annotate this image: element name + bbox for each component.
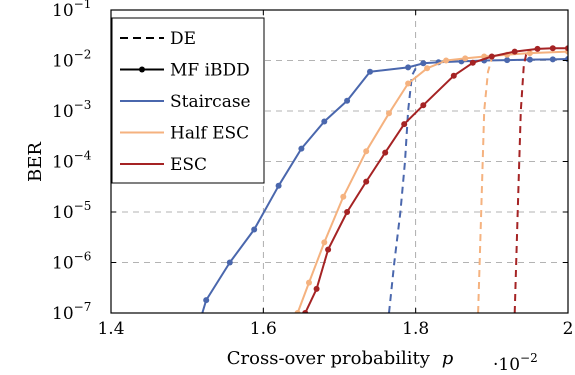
x-tick-label: 1.4 [97,319,124,339]
half_esc_mf-marker [424,65,431,72]
esc_mf-marker [450,72,457,79]
half_esc_mf-marker [462,55,469,62]
y-tick-exponent: −4 [74,149,92,163]
esc_mf-marker [382,149,389,156]
esc_mf-marker [469,59,476,66]
y-tick-base: 10 [52,203,74,223]
staircase_mf-marker [226,259,233,266]
esc_mf-marker [344,209,351,215]
y-tick-base: 10 [52,1,74,21]
x-axis-label-variable: p [442,348,454,369]
y-tick-label: 10−1 [52,0,91,21]
half_esc_mf-marker [294,310,301,313]
esc_mf-marker [363,178,370,185]
legend-label: Half ESC [170,124,249,144]
esc_de-line [513,49,531,313]
half_esc_mf-marker [386,110,392,117]
x-axis-label-text: Cross-over probability [227,348,431,369]
staircase_mf-marker [367,68,373,75]
legend-label: ESC [170,155,207,175]
half_esc_mf-marker [340,193,347,200]
half_esc_mf-marker [306,279,312,286]
esc_mf-marker [325,246,332,253]
axis-ticks: 1.4 1.6 1.8 210−110−210−310−410−510−610−7 [52,0,573,339]
staircase_mf-marker [526,56,533,63]
y-tick-base: 10 [52,153,74,173]
y-tick-exponent: −5 [74,199,92,213]
staircase_mf-marker [420,60,427,67]
staircase_mf-marker [275,182,282,189]
staircase_mf-marker [504,57,511,64]
y-tick-label: 10−2 [52,48,91,72]
half_esc_mf-marker [363,148,370,155]
staircase_mf-marker [203,297,210,304]
data-series [184,45,568,367]
y-tick-exponent: −7 [74,300,92,314]
esc_mf-marker [565,45,568,52]
half_esc_mf-marker [321,239,328,246]
y-tick-label: 10−5 [52,199,91,223]
y-tick-base: 10 [52,52,74,72]
staircase_mf-marker [298,145,305,152]
x-tick-label: 1.6 [250,319,277,339]
y-tick-exponent: −3 [74,98,92,112]
x-multiplier-base: ·10 [493,355,520,375]
staircase_mf-marker [549,56,556,63]
y-tick-base: 10 [52,102,74,122]
legend-label: MF iBDD [170,61,250,81]
staircase_mf-marker [405,64,412,71]
staircase_mf-marker [344,97,351,104]
x-tick-label: 2 [563,319,574,339]
esc_mf-marker [511,48,518,55]
staircase_de-line [388,67,417,313]
y-tick-exponent: −2 [74,48,92,62]
esc_mf-marker [401,121,408,128]
esc_mf-marker [313,285,320,292]
half_esc_mf-marker [526,50,533,57]
y-tick-label: 10−4 [52,149,92,173]
esc_mf-marker [302,310,309,313]
x-axis-label: Cross-over probability p [227,348,454,369]
y-tick-label: 10−3 [52,98,91,122]
y-tick-base: 10 [52,304,74,324]
y-tick-exponent: −1 [74,0,92,11]
y-tick-exponent: −6 [74,250,92,264]
staircase_mf-line [201,58,568,313]
staircase_mf-marker [184,361,190,367]
legend-marker [139,66,145,73]
staircase_mf-marker [251,226,258,233]
legend: DE MF iBDD Staircase Half ESC ESC [111,17,265,184]
legend-label: DE [170,29,196,49]
legend-label: Staircase [170,92,251,112]
y-tick-label: 10−6 [52,250,91,274]
svg-text:Cross-over probability p: Cross-over probability p [227,348,454,369]
x-multiplier-exponent: −2 [520,351,538,365]
esc_mf-marker [534,45,541,52]
esc_mf-marker [549,45,556,52]
svg-text:·10−2: ·10−2 [493,351,538,375]
x-axis-multiplier: ·10−2 [493,351,538,375]
half_esc_de-line [477,58,493,313]
y-tick-label: 10−7 [52,300,91,324]
esc_mf-marker [488,53,495,60]
half_esc_mf-marker [405,80,412,87]
staircase_mf-marker [321,118,328,125]
half_esc_mf-line [296,50,568,313]
half_esc_mf-marker [443,57,450,64]
esc_mf-line [304,47,568,313]
y-axis-label: BER [25,142,46,182]
x-tick-label: 1.8 [402,319,429,339]
y-tick-base: 10 [52,254,74,274]
esc_mf-marker [420,102,427,109]
